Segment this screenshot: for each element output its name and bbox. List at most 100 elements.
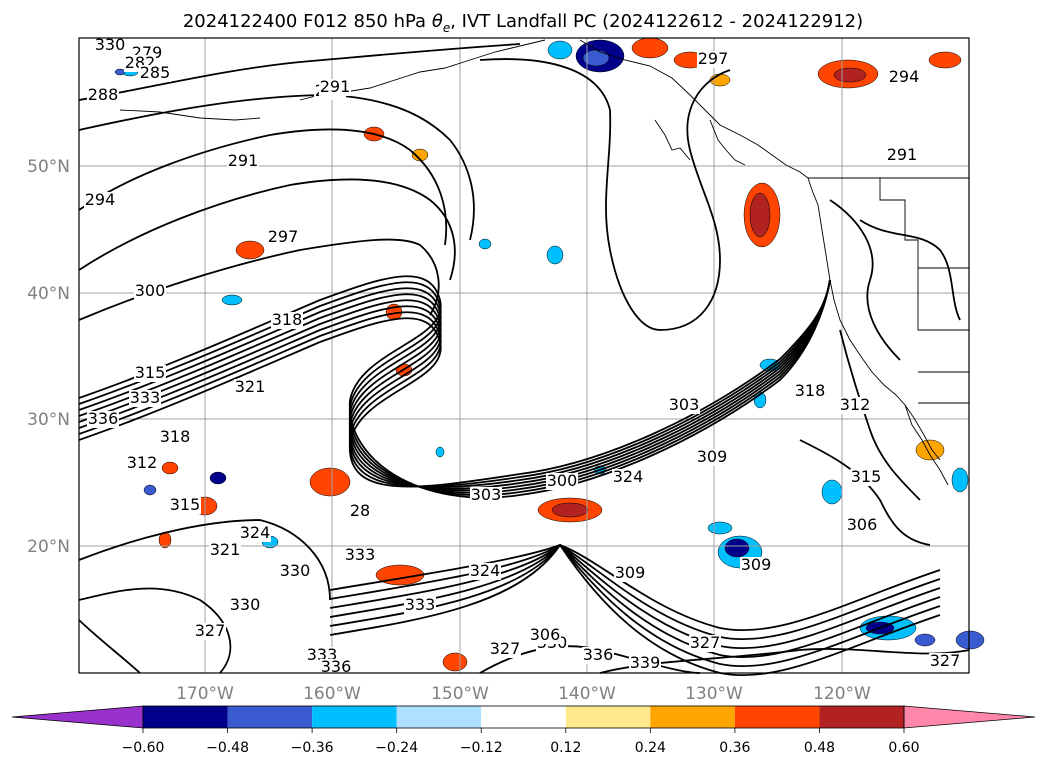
colorbar-tick-label: 0.36 — [719, 740, 750, 756]
latitude-labels: 50°N 40°N 30°N 20°N — [27, 157, 70, 557]
contour-label: 315 — [170, 495, 201, 514]
theta-e-contour — [78, 587, 232, 674]
pc-shaded-region — [914, 633, 936, 647]
contour-label: 297 — [268, 227, 299, 246]
coastline-segment — [709, 119, 746, 166]
pc-shaded-region — [143, 484, 157, 496]
theta-e-contour — [329, 544, 941, 641]
contour-label: 303 — [669, 395, 700, 414]
contour-label: 324 — [240, 523, 271, 542]
pc-shaded-region — [749, 192, 771, 238]
theta-e-contour — [78, 279, 831, 488]
contour-label: 321 — [210, 540, 241, 559]
contour-label: 291 — [887, 145, 918, 164]
theta-e-contour — [78, 275, 831, 499]
theta-e-contour — [329, 544, 941, 632]
theta-e-contour — [78, 238, 440, 321]
pc-shaded-region — [951, 467, 969, 493]
contour-label: 330 — [230, 595, 261, 614]
theta-e-contour — [78, 279, 831, 489]
pc-shaded-region — [707, 521, 733, 535]
contour-label-bg — [169, 497, 201, 514]
pc-shaded-region — [209, 471, 227, 485]
theta-e-contour — [839, 329, 921, 501]
lon-label: 160°W — [303, 684, 361, 704]
contour-label-bg — [134, 365, 166, 382]
contour-label: 309 — [741, 555, 772, 574]
contour-label: 315 — [135, 363, 166, 382]
contour-label: 330 — [95, 35, 126, 54]
contour-label-bg — [139, 65, 171, 82]
pc-shaded-region — [442, 652, 468, 672]
lon-label: 150°W — [431, 684, 489, 704]
contour-labels: 2762792822852882912912942973003183153213… — [84, 35, 961, 676]
theta-e-contour — [829, 199, 901, 361]
contour-label: 315 — [851, 467, 882, 486]
contour-label: 312 — [840, 395, 871, 414]
contour-label: 333 — [345, 545, 376, 564]
contour-label-bg — [209, 542, 241, 559]
contour-label-bg — [929, 653, 961, 670]
contour-label-bg — [850, 469, 882, 486]
contour-label: 309 — [615, 563, 646, 582]
theta-e-contour — [329, 544, 941, 650]
contour-label: 327 — [490, 639, 521, 658]
contour-label-bg — [344, 547, 376, 564]
contour-label: 318 — [795, 381, 826, 400]
theta-e-contour — [479, 58, 731, 331]
contour-label-bg — [87, 411, 119, 428]
contour-label: 330 — [280, 561, 311, 580]
contour-label: 306 — [847, 515, 878, 534]
colorbar-tick-label: 0.24 — [635, 740, 666, 756]
contour-label-bg — [529, 627, 561, 644]
theta-e-contour — [78, 279, 831, 488]
contour-label-bg — [689, 635, 721, 652]
contour-label: 288 — [88, 85, 119, 104]
contour-label: 285 — [140, 63, 171, 82]
contour-label-bg — [839, 397, 871, 414]
contour-label: 327 — [930, 651, 961, 670]
contour-label: 300 — [135, 281, 166, 300]
contour-label: 291 — [320, 77, 351, 96]
pc-shaded-region — [221, 294, 243, 306]
contour-label: 318 — [160, 427, 191, 446]
pc-shaded-region — [709, 73, 731, 87]
pc-shaded-region — [309, 467, 351, 497]
theta-e-contour — [78, 279, 831, 492]
contour-label: 303 — [471, 485, 502, 504]
theta-e-contour — [78, 128, 448, 246]
lat-label: 20°N — [27, 537, 70, 557]
contour-label-bg — [614, 565, 646, 582]
contour-label: 333 — [130, 388, 161, 407]
theta-e-contour — [78, 519, 331, 601]
contour-label-bg — [267, 229, 299, 246]
contour-label-bg — [696, 449, 728, 466]
contour-label: 333 — [405, 595, 436, 614]
contour-label: 336 — [583, 645, 614, 664]
colorbar-tick-label: 0.12 — [550, 740, 581, 756]
pc-shaded-region — [631, 37, 669, 59]
contour-label: 306 — [530, 625, 561, 644]
lat-label: 50°N — [27, 157, 70, 177]
map-frame — [78, 37, 970, 674]
contour-label-bg — [470, 487, 502, 504]
contour-label-bg — [271, 312, 303, 329]
colorbar-segment — [481, 706, 566, 728]
pc-shaded-region — [928, 51, 962, 69]
pc-shaded-region — [546, 245, 564, 265]
coastline-segment — [817, 204, 941, 461]
contour-label: 309 — [697, 447, 728, 466]
contour-label-bg — [319, 79, 351, 96]
coastline-segment — [579, 39, 819, 206]
colorbar-segment — [650, 706, 735, 728]
contour-label: 312 — [127, 453, 158, 472]
colorbar-segment — [143, 706, 228, 728]
contour-label-bg — [129, 390, 161, 407]
contour-label-bg — [888, 69, 920, 86]
contour-label-bg — [469, 563, 501, 580]
colorbar: −0.60 −0.48 −0.36 −0.24 −0.12 0.12 0.24 0.36 0.4… — [11, 705, 1036, 756]
contour-label-bg — [234, 379, 266, 396]
theta-e-contour — [329, 544, 941, 668]
contour-label: 294 — [889, 67, 920, 86]
